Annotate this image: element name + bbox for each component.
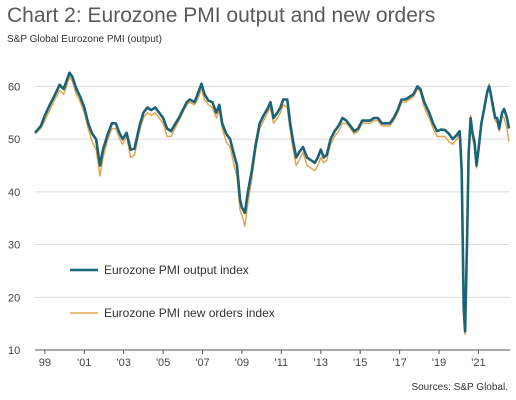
y-axis: 10 20 30 40 50 60 [8,81,20,357]
x-tick-label: '03 [117,357,131,369]
x-tick-label: '13 [314,357,328,369]
legend: Eurozone PMI output index Eurozone PMI n… [70,263,275,320]
legend-label-new-orders: Eurozone PMI new orders index [104,306,275,320]
y-tick-label: 10 [8,345,20,357]
y-tick-label: 20 [8,292,20,304]
gridlines [35,85,510,298]
x-tick-label: '17 [392,357,406,369]
series-line-output [34,71,511,333]
x-tick-label: 99 [39,357,51,369]
y-tick-label: 50 [8,134,20,146]
y-tick-label: 30 [8,240,20,252]
series-lines [34,71,511,335]
x-tick-label: '09 [235,357,249,369]
x-tick-label: '05 [156,357,170,369]
x-tick-label: '21 [471,357,485,369]
chart-subtitle: S&P Global Eurozone PMI (output) [7,34,162,45]
legend-label-output: Eurozone PMI output index [104,263,249,277]
x-axis: 99 '01 '03 '05 '07 '09 '11 '13 '15 '17 '19 '21 [35,349,510,369]
x-tick-label: '19 [432,357,446,369]
x-tick-label: '11 [275,357,289,369]
y-tick-label: 60 [8,81,20,93]
x-tick-label: '07 [195,357,209,369]
x-tick-label: '01 [77,357,91,369]
x-tick-label: '15 [353,357,367,369]
chart-title: Chart 2: Eurozone PMI output and new ord… [7,4,436,27]
chart-source: Sources: S&P Global. [411,382,508,393]
y-tick-label: 40 [8,187,20,199]
